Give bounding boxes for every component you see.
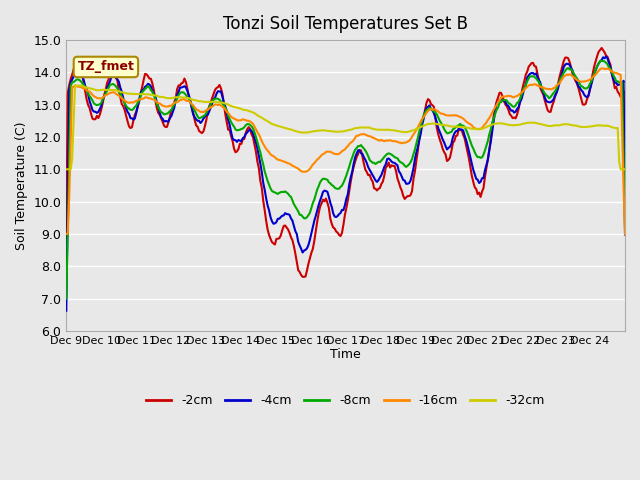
X-axis label: Time: Time	[330, 348, 361, 361]
Title: Tonzi Soil Temperatures Set B: Tonzi Soil Temperatures Set B	[223, 15, 468, 33]
Y-axis label: Soil Temperature (C): Soil Temperature (C)	[15, 121, 28, 250]
Text: TZ_fmet: TZ_fmet	[77, 60, 134, 73]
Legend: -2cm, -4cm, -8cm, -16cm, -32cm: -2cm, -4cm, -8cm, -16cm, -32cm	[141, 389, 550, 412]
